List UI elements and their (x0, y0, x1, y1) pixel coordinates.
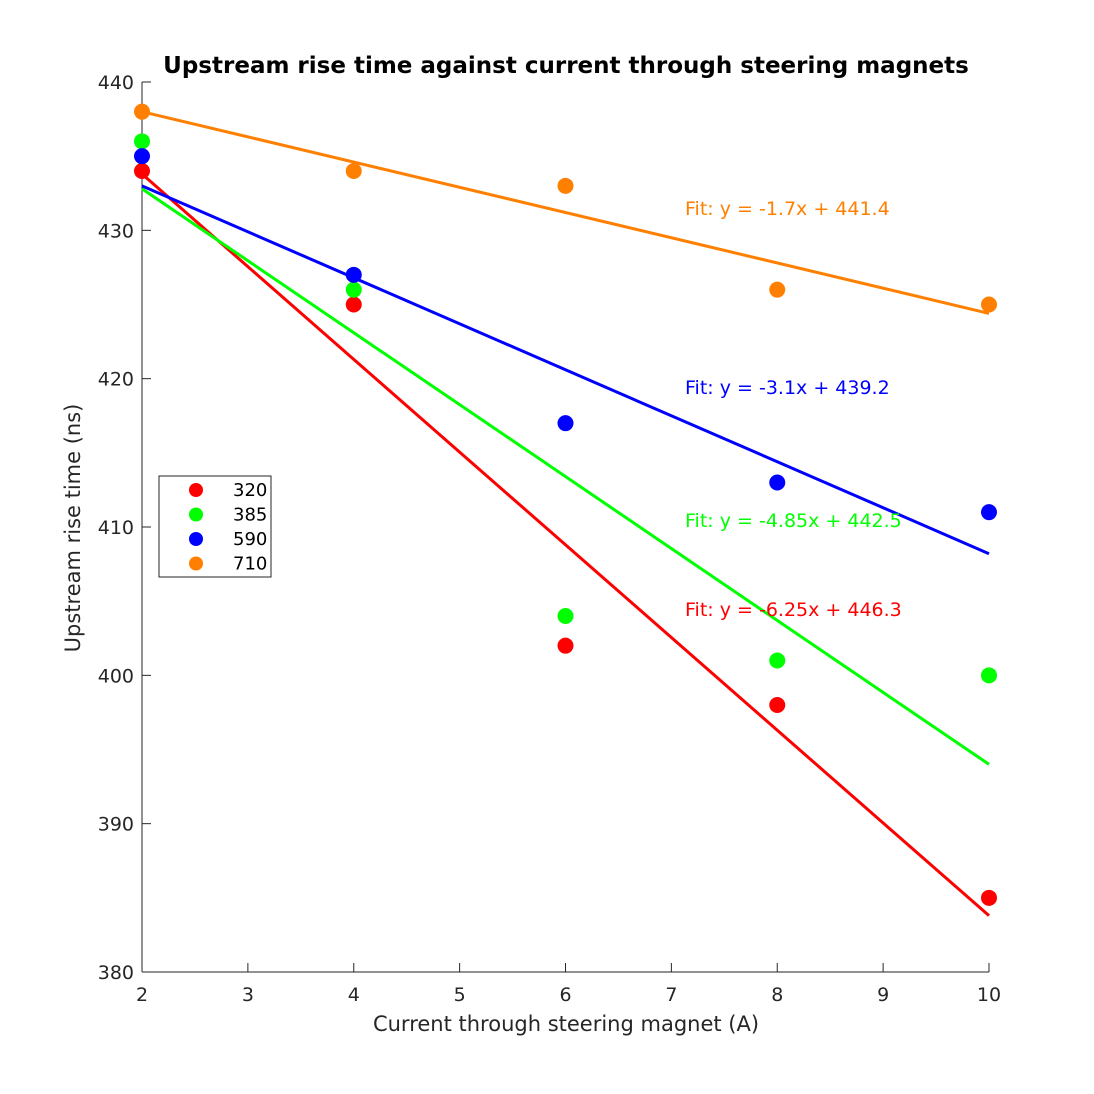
point-320-x8 (769, 697, 786, 713)
point-385-x2 (134, 133, 150, 150)
point-590-x4 (345, 266, 362, 283)
fit-line-710 (141, 110, 990, 315)
chart-title: Upstream rise time against current throu… (163, 53, 969, 79)
point-590-x10 (981, 504, 997, 521)
legend-label-320: 320 (233, 480, 267, 501)
y-tick-label: 400 (98, 665, 134, 687)
y-tick-label: 390 (98, 814, 134, 836)
point-385-x10 (981, 667, 997, 684)
point-385-x4 (345, 281, 362, 298)
fit-label-710: Fit: y = -1.7x + 441.4 (685, 198, 890, 220)
x-tick-label: 2 (136, 984, 148, 1006)
point-385-x6 (557, 608, 574, 624)
fit-label-590: Fit: y = -3.1x + 439.2 (685, 377, 890, 399)
fit-line-385 (141, 187, 990, 766)
legend-label-590: 590 (233, 529, 267, 550)
x-tick-label: 4 (348, 984, 360, 1006)
point-710-x8 (769, 281, 786, 298)
legend-marker-710 (189, 556, 203, 571)
fit-label-385: Fit: y = -4.85x + 442.5 (685, 510, 902, 532)
point-320-x10 (981, 889, 997, 906)
point-710-x6 (557, 177, 574, 194)
point-590-x6 (557, 415, 574, 432)
x-tick-label: 7 (665, 984, 677, 1006)
fit-label-320: Fit: y = -6.25x + 446.3 (685, 599, 902, 621)
point-590-x2 (134, 148, 150, 165)
y-tick-label: 380 (98, 962, 134, 984)
y-tick-label: 430 (98, 220, 134, 242)
fit-line-590 (141, 184, 990, 556)
legend: 320 385 590 710 (158, 475, 272, 578)
plot-area: 2 3 4 5 6 7 8 9 10 380 390 400 410 420 430 440 Fit: y = … (98, 72, 1001, 1006)
x-axis-label: Current through steering magnet (A) (373, 1012, 759, 1036)
point-385-x8 (769, 652, 786, 669)
y-tick-label: 420 (98, 369, 134, 391)
point-710-x2 (134, 103, 150, 120)
legend-label-385: 385 (233, 505, 267, 526)
x-tick-label: 8 (771, 984, 783, 1006)
x-tick-label: 5 (454, 984, 466, 1006)
y-tick-label: 410 (98, 517, 134, 539)
x-tick-label: 3 (242, 984, 254, 1006)
y-axis-label: Upstream rise time (ns) (61, 404, 85, 653)
legend-marker-590 (189, 532, 203, 546)
x-tick-label: 6 (559, 984, 571, 1006)
point-710-x10 (981, 296, 997, 313)
point-320-x4 (345, 296, 362, 313)
legend-marker-385 (189, 507, 203, 522)
point-590-x8 (769, 474, 786, 491)
y-tick-label: 440 (98, 72, 134, 94)
legend-label-710: 710 (233, 554, 267, 575)
point-710-x4 (345, 163, 362, 179)
point-320-x6 (557, 637, 574, 654)
point-320-x2 (134, 163, 150, 179)
fit-line-320 (141, 172, 990, 917)
legend-box (158, 475, 272, 578)
legend-marker-320 (189, 483, 203, 497)
x-tick-label: 9 (877, 984, 889, 1006)
x-tick-label: 10 (977, 984, 1001, 1006)
